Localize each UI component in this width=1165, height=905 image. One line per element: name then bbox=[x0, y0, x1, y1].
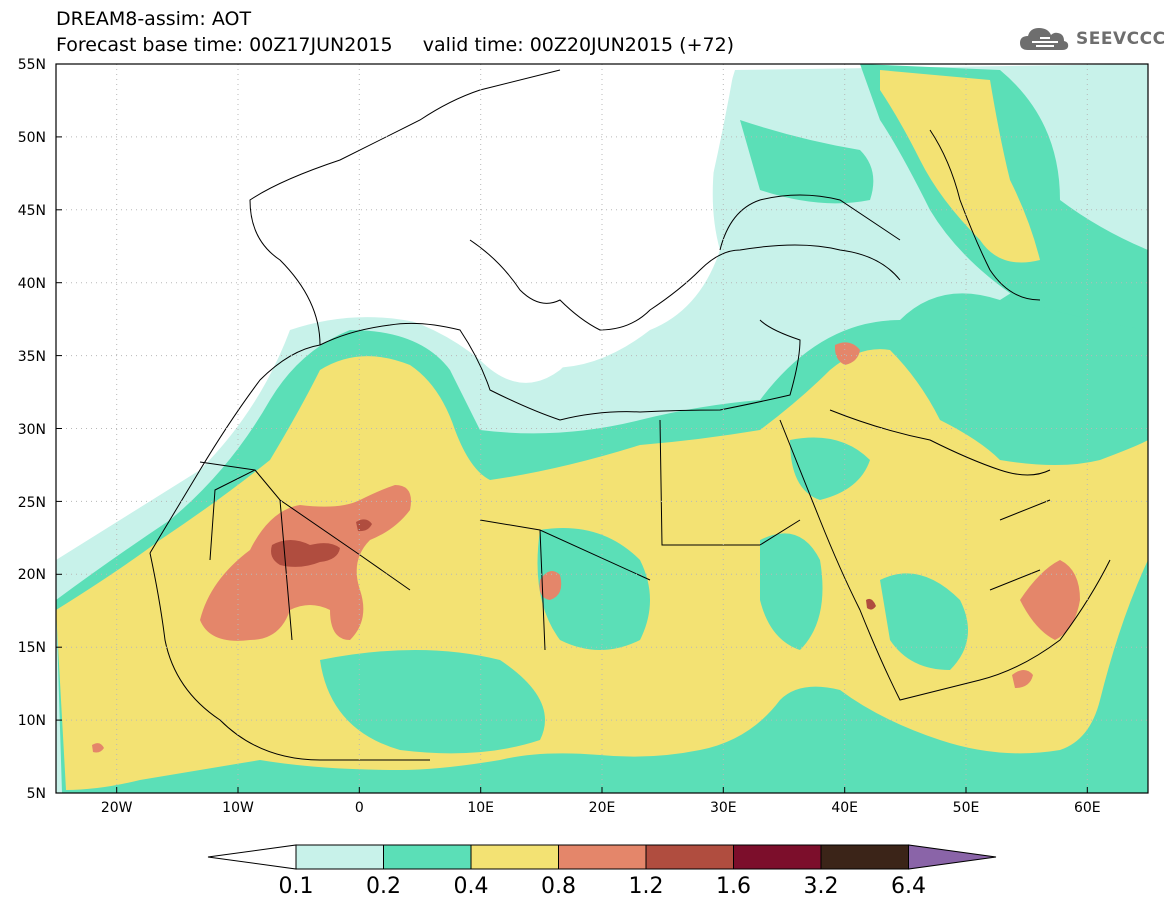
lat-label: 5N bbox=[27, 786, 46, 802]
aot-0.4-region-north bbox=[880, 70, 1040, 263]
colorbar-label: 1.6 bbox=[716, 874, 751, 899]
aot-0.2-hole bbox=[790, 437, 870, 500]
clear-region bbox=[240, 64, 735, 383]
colorbar bbox=[207, 844, 997, 870]
lat-lon-grid bbox=[56, 64, 1148, 793]
axis-ticks bbox=[56, 63, 1088, 794]
chart-title: DREAM8-assim: AOT bbox=[56, 8, 252, 30]
lon-labels: 20W 10W 0 10E 20E 30E 40E 50E 60E bbox=[101, 800, 1101, 816]
colorbar-label: 1.2 bbox=[629, 874, 664, 899]
colorbar-over-arrow bbox=[908, 844, 997, 870]
colorbar-label: 3.2 bbox=[804, 874, 839, 899]
forecast-times: Forecast base time: 00Z17JUN2015 valid t… bbox=[56, 34, 735, 56]
lon-label: 20W bbox=[101, 800, 133, 816]
coastlines bbox=[149, 69, 1111, 761]
aot-0.8-region bbox=[1012, 670, 1033, 688]
lat-label: 35N bbox=[18, 349, 46, 365]
lon-label: 10E bbox=[467, 800, 494, 816]
aot-1.2-region bbox=[866, 598, 876, 610]
lat-label: 55N bbox=[18, 57, 46, 73]
lat-label: 30N bbox=[18, 422, 46, 438]
aot-0.2-hole bbox=[880, 573, 968, 670]
colorbar-bin bbox=[733, 844, 822, 870]
lon-label: 0 bbox=[355, 800, 364, 816]
logo-text: SEEVCCC bbox=[1076, 29, 1165, 49]
aot-1.2-region bbox=[271, 540, 340, 567]
lon-label: 40E bbox=[831, 800, 858, 816]
lat-label: 20N bbox=[18, 567, 46, 583]
cloud-icon bbox=[1020, 28, 1069, 50]
lat-label: 10N bbox=[18, 713, 46, 729]
lat-label: 50N bbox=[18, 130, 46, 146]
aot-0.2-hole bbox=[320, 650, 545, 754]
colorbar-label: 0.2 bbox=[366, 874, 401, 899]
lon-label: 10W bbox=[222, 800, 254, 816]
aot-0.8-region bbox=[1020, 560, 1080, 640]
aot-1.2-region bbox=[356, 519, 372, 532]
colorbar-under-arrow bbox=[207, 844, 297, 870]
lon-label: 30E bbox=[710, 800, 737, 816]
seevccc-logo: SEEVCCC bbox=[1018, 22, 1165, 56]
lon-label: 50E bbox=[953, 800, 980, 816]
colorbar-label: 0.8 bbox=[541, 874, 576, 899]
aot-0.8-region bbox=[92, 743, 104, 753]
lat-label: 45N bbox=[18, 203, 46, 219]
aot-0.2-hole bbox=[537, 528, 650, 650]
aot-0.2-hole bbox=[760, 533, 823, 650]
colorbar-bin bbox=[383, 844, 472, 870]
colorbar-bin bbox=[820, 844, 909, 870]
colorbar-bin bbox=[295, 844, 384, 870]
colorbar-label: 6.4 bbox=[891, 874, 926, 899]
lat-labels: 55N 50N 45N 40N 35N 30N 25N 20N 15N 10N … bbox=[18, 57, 46, 802]
colorbar-bin bbox=[558, 844, 647, 870]
lon-label: 20E bbox=[589, 800, 616, 816]
aot-0.8-region bbox=[539, 571, 562, 600]
colorbar-label: 0.4 bbox=[454, 874, 489, 899]
colorbar-bin bbox=[470, 844, 559, 870]
lon-label: 60E bbox=[1074, 800, 1101, 816]
colorbar-bin bbox=[645, 844, 734, 870]
lat-label: 15N bbox=[18, 640, 46, 656]
aot-0.8-region bbox=[834, 342, 860, 365]
aot-0.2-region-east bbox=[740, 120, 874, 204]
lat-label: 40N bbox=[18, 276, 46, 292]
lat-label: 25N bbox=[18, 495, 46, 511]
colorbar-label: 0.1 bbox=[279, 874, 314, 899]
colorbar-labels: 0.1 0.2 0.4 0.8 1.2 1.6 3.2 6.4 bbox=[279, 874, 927, 899]
